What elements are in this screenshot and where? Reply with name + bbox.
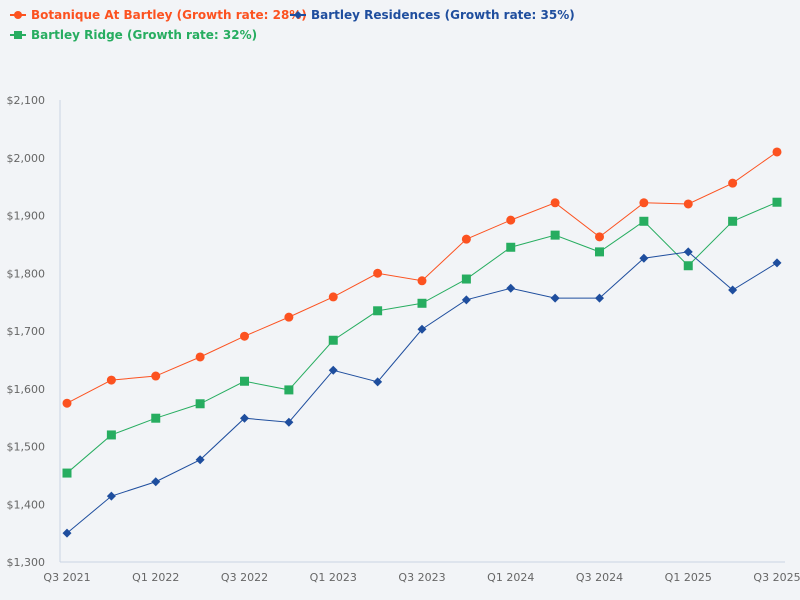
x-tick-label: Q3 2022 (221, 571, 268, 584)
data-point[interactable] (506, 283, 516, 293)
data-point[interactable] (284, 385, 294, 395)
y-tick-label: $1,700 (7, 325, 46, 338)
data-point[interactable] (595, 232, 604, 242)
data-point[interactable] (373, 377, 383, 387)
x-tick-label: Q1 2022 (132, 571, 179, 584)
y-tick-label: $2,100 (7, 94, 46, 107)
y-tick-label: $1,800 (7, 267, 46, 280)
data-point[interactable] (728, 285, 738, 295)
data-point[interactable] (683, 247, 693, 257)
data-point[interactable] (151, 477, 161, 487)
data-point[interactable] (240, 376, 249, 386)
data-point[interactable] (639, 253, 649, 263)
data-point[interactable] (284, 417, 294, 427)
data-point[interactable] (728, 216, 738, 226)
series-1 (62, 247, 782, 538)
data-point[interactable] (373, 306, 383, 316)
x-tick-label: Q3 2024 (576, 571, 623, 584)
data-point[interactable] (639, 216, 649, 226)
data-point[interactable] (772, 258, 782, 268)
legend-label: Bartley Ridge (Growth rate: 32%) (31, 28, 258, 42)
data-point[interactable] (62, 468, 72, 478)
x-tick-label: Q3 2021 (43, 571, 90, 584)
data-point[interactable] (683, 199, 693, 209)
data-point[interactable] (506, 215, 516, 225)
data-point[interactable] (595, 293, 604, 303)
data-point[interactable] (417, 324, 427, 334)
legend-label: Botanique At Bartley (Growth rate: 28%) (31, 8, 307, 22)
data-point[interactable] (328, 335, 338, 345)
x-axis: Q3 2021 Q1 2022 Q3 2022 Q1 2023 Q3 2023 Q1 20… (43, 561, 800, 584)
legend-item-bartley-residences[interactable]: Bartley Residences (Growth rate: 35%) (290, 8, 575, 22)
series-group (62, 147, 782, 538)
data-point[interactable] (240, 413, 249, 423)
data-point[interactable] (328, 365, 338, 375)
data-point[interactable] (461, 234, 471, 244)
data-point[interactable] (772, 147, 782, 157)
diamond-marker-icon (290, 11, 306, 19)
legend-label: Bartley Residences (Growth rate: 35%) (311, 8, 575, 22)
data-point[interactable] (106, 430, 116, 440)
data-point[interactable] (728, 178, 738, 188)
data-point[interactable] (106, 491, 116, 501)
y-axis: $1,300 $1,400 $1,500 $1,600 $1,700 $1,800 $1,9… (7, 94, 61, 569)
data-point[interactable] (550, 198, 560, 208)
square-marker-icon (10, 31, 26, 39)
data-point[interactable] (195, 399, 205, 409)
x-tick-label: Q3 2025 (753, 571, 800, 584)
x-tick-label: Q1 2024 (487, 571, 534, 584)
y-tick-label: $1,300 (7, 556, 46, 569)
data-point[interactable] (550, 293, 560, 303)
data-point[interactable] (373, 268, 383, 278)
series-0 (62, 147, 782, 408)
data-point[interactable] (417, 276, 427, 286)
data-point[interactable] (195, 352, 205, 362)
data-point[interactable] (461, 274, 471, 284)
data-point[interactable] (106, 375, 116, 385)
data-point[interactable] (284, 312, 294, 322)
y-tick-label: $1,500 (7, 441, 46, 454)
data-point[interactable] (62, 398, 72, 408)
legend-item-bartley-ridge[interactable]: Bartley Ridge (Growth rate: 32%) (10, 28, 257, 42)
data-point[interactable] (151, 413, 161, 423)
legend-item-botanique[interactable]: Botanique At Bartley (Growth rate: 28%) (10, 8, 307, 22)
x-tick-label: Q1 2023 (310, 571, 357, 584)
data-point[interactable] (550, 230, 560, 240)
series-2 (62, 197, 782, 478)
y-tick-label: $1,400 (7, 498, 46, 511)
circle-marker-icon (10, 11, 26, 19)
data-point[interactable] (240, 331, 249, 341)
data-point[interactable] (62, 528, 72, 538)
x-tick-label: Q1 2025 (665, 571, 712, 584)
data-point[interactable] (195, 455, 205, 465)
y-tick-label: $1,600 (7, 383, 46, 396)
y-tick-label: $1,900 (7, 210, 46, 223)
y-tick-label: $2,000 (7, 152, 46, 165)
data-point[interactable] (417, 298, 427, 308)
data-point[interactable] (683, 261, 693, 271)
data-point[interactable] (595, 247, 604, 257)
data-point[interactable] (639, 198, 649, 208)
data-point[interactable] (461, 295, 471, 305)
data-point[interactable] (772, 197, 782, 207)
data-point[interactable] (151, 371, 161, 381)
x-tick-label: Q3 2023 (398, 571, 445, 584)
data-point[interactable] (506, 242, 516, 252)
data-point[interactable] (328, 292, 338, 302)
